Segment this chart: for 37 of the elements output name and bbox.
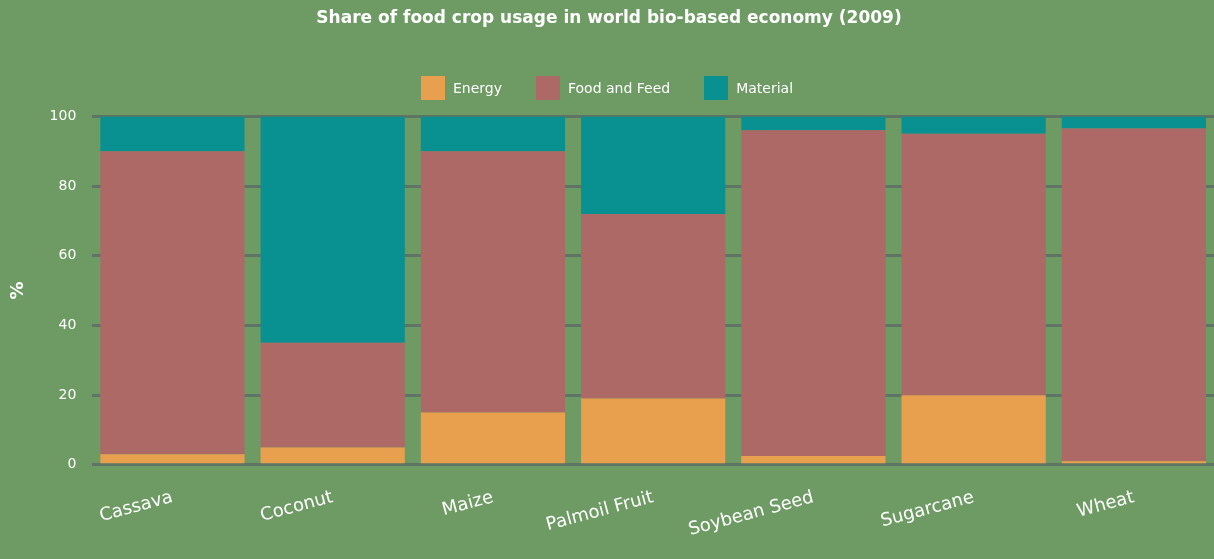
x-tick-label: Coconut — [257, 485, 335, 525]
bar — [901, 116, 1046, 134]
bar — [1061, 128, 1206, 462]
bar — [581, 398, 726, 464]
bar — [581, 116, 726, 214]
bar — [100, 116, 245, 152]
chart-title: Share of food crop usage in world bio-based economy (2009) — [316, 6, 902, 27]
bar — [260, 116, 405, 343]
x-tick-label: Wheat — [1074, 485, 1137, 521]
y-tick-label: 40 — [58, 316, 77, 333]
legend-label: Food and Feed — [567, 80, 671, 96]
bar — [581, 213, 726, 399]
x-tick-label: Maize — [439, 485, 496, 520]
y-tick-label: 0 — [67, 455, 77, 472]
y-tick-label: 100 — [49, 107, 77, 124]
bar — [420, 151, 566, 413]
y-axis-title: % — [6, 281, 28, 300]
bar — [420, 412, 566, 464]
bar — [260, 447, 405, 464]
legend-label: Material — [736, 80, 794, 96]
bar — [1061, 116, 1206, 129]
bar — [100, 454, 245, 464]
y-tick-label: 80 — [58, 176, 77, 193]
y-tick-label: 60 — [58, 246, 77, 263]
bar — [741, 130, 886, 457]
bar — [741, 456, 886, 464]
bar — [100, 151, 245, 455]
legend-label: Energy — [452, 80, 502, 96]
bar — [901, 133, 1046, 396]
bar — [901, 395, 1046, 464]
x-tick-label: Soybean Seed — [685, 485, 816, 539]
y-tick-label: 20 — [58, 385, 77, 402]
bar — [260, 342, 405, 448]
bar — [741, 116, 886, 131]
bar — [420, 116, 566, 152]
x-tick-label: Cassava — [96, 485, 175, 526]
x-tick-label: Palmoil Fruit — [543, 485, 656, 535]
